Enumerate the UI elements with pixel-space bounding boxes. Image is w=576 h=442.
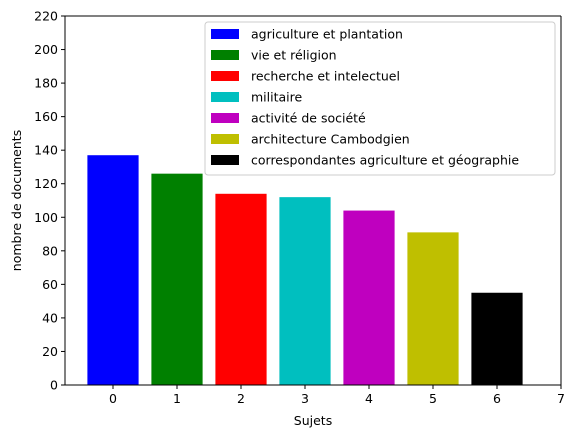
bar-2 <box>215 193 267 385</box>
y-tick-label: 140 <box>34 143 58 158</box>
legend-swatch-0 <box>211 29 239 39</box>
legend-swatch-5 <box>211 134 239 144</box>
legend-swatch-6 <box>211 155 239 165</box>
legend: agriculture et plantation vie et réligion… <box>204 21 556 176</box>
legend-swatch-1 <box>211 50 239 60</box>
x-tick-label: 2 <box>237 391 245 406</box>
y-tick-label: 60 <box>42 277 58 292</box>
y-tick-label: 160 <box>34 109 58 124</box>
x-tick-label: 0 <box>109 391 117 406</box>
y-axis-label: nombre de documents <box>9 130 24 271</box>
legend-label-2: recherche et intelectuel <box>251 69 400 84</box>
y-tick-label: 40 <box>42 310 58 325</box>
legend-label-6: correspondantes agriculture et géographi… <box>251 153 519 168</box>
x-tick-label: 3 <box>301 391 309 406</box>
legend-label-3: militaire <box>251 90 302 105</box>
bar-5 <box>407 232 459 385</box>
y-tick-label: 120 <box>34 176 58 191</box>
legend-swatch-3 <box>211 92 239 102</box>
x-tick-label: 6 <box>493 391 501 406</box>
x-tick-label: 7 <box>557 391 565 406</box>
bar-0 <box>87 155 139 385</box>
bar-4 <box>343 210 395 385</box>
legend-swatch-4 <box>211 113 239 123</box>
y-tick-label: 80 <box>42 243 58 258</box>
y-tick-label: 20 <box>42 344 58 359</box>
x-tick-label: 4 <box>365 391 373 406</box>
bar-6 <box>471 292 523 385</box>
legend-label-1: vie et réligion <box>251 48 337 63</box>
legend-swatch-2 <box>211 71 239 81</box>
legend-label-5: architecture Cambodgien <box>251 132 410 147</box>
legend-label-0: agriculture et plantation <box>251 27 403 42</box>
bars-layer <box>87 155 523 385</box>
y-tick-label: 100 <box>34 210 58 225</box>
y-tick-label: 180 <box>34 76 58 91</box>
legend-frame <box>204 21 556 176</box>
y-tick-label: 0 <box>50 378 58 393</box>
y-tick-label: 200 <box>34 42 58 57</box>
y-tick-label: 220 <box>34 9 58 24</box>
x-tick-label: 1 <box>173 391 181 406</box>
x-axis-label: Sujets <box>294 413 332 428</box>
axes-layer: 0 20 40 60 80 100 120 140 160 180 200 220 0 1 2 3 4 5 6 7 Su… <box>9 9 565 429</box>
x-tick-label: 5 <box>429 391 437 406</box>
legend-label-4: activité de société <box>251 111 366 126</box>
bar-1 <box>151 173 203 385</box>
bar-3 <box>279 197 331 385</box>
